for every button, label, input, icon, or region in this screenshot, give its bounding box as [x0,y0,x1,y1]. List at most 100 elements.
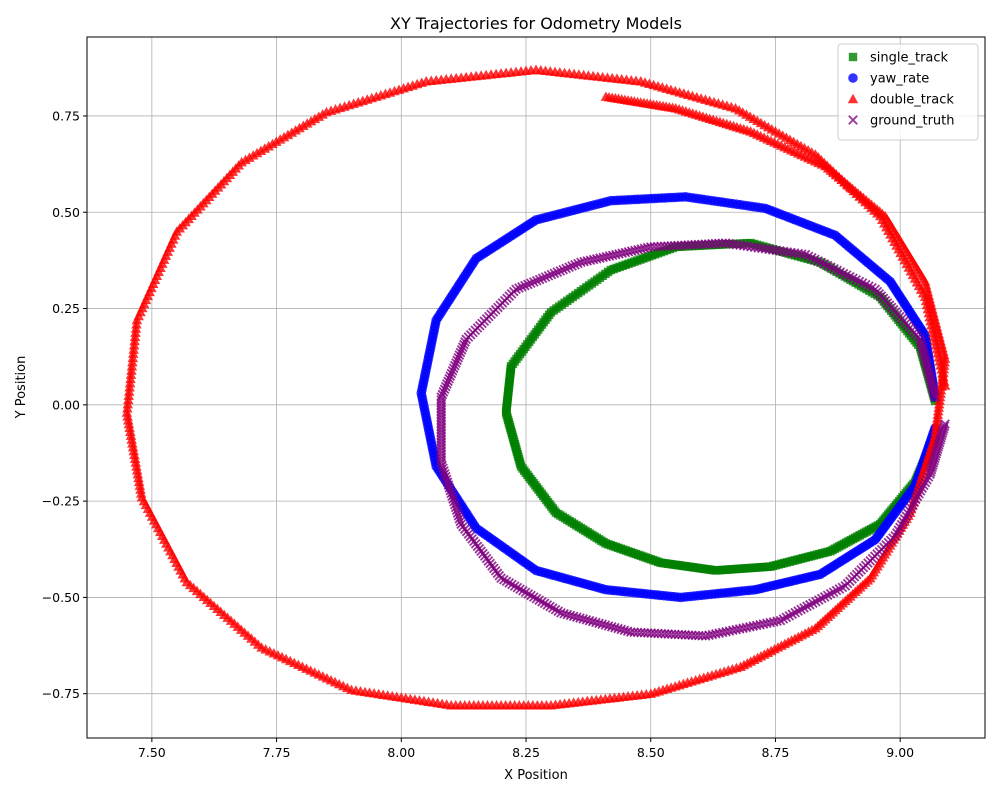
data-point [915,337,926,347]
data-point [460,337,470,347]
data-point [457,342,468,353]
legend: single_track yaw_rate double_track ground_t… [837,43,979,141]
data-point [449,499,460,510]
data-point [447,366,458,376]
data-point [444,373,454,384]
data-point [443,376,453,387]
data-point [940,419,950,429]
x-axis-label: X Position [504,768,568,783]
data-point [438,463,448,474]
data-point [579,256,589,267]
grid [87,37,985,738]
legend-marker [848,73,858,83]
data-point [528,277,539,287]
y-tick-label: −0.75 [42,686,80,701]
data-point [443,480,454,490]
data-point [453,352,464,363]
chart-title: XY Trajectories for Odometry Models [390,14,682,33]
data-point [546,269,557,280]
data-point [448,363,459,374]
data-point [570,259,580,270]
data-point [454,513,465,524]
data-point [445,371,456,381]
data-point [573,258,583,269]
data-point [936,364,947,374]
data-point [552,267,563,277]
x-axis: 7.50 7.75 8.00 8.25 8.50 8.75 9.00 [138,738,914,760]
data-point [935,360,946,370]
data-point [933,352,944,362]
data-point [924,311,935,322]
y-axis-label: Y Position [14,356,29,420]
data-point [927,323,938,334]
y-tick-label: −0.50 [42,590,80,605]
data-point [451,505,462,516]
data-point [439,384,450,395]
x-tick-label: 8.00 [387,745,415,760]
data-point [517,281,527,292]
legend-marker [847,93,859,104]
data-point [543,270,554,281]
series-ground_truth [436,238,950,641]
data-point [928,327,939,338]
data-point [937,368,948,378]
plot-area [121,64,951,710]
data-point [447,491,457,502]
data-point [567,261,577,271]
legend-label: double_track [870,93,954,108]
data-point [921,299,933,310]
data-point [452,355,462,366]
data-point [531,275,542,286]
data-point [442,379,452,389]
data-point [938,376,950,386]
data-point [440,468,450,479]
y-tick-label: 0.75 [52,108,80,123]
data-point [930,340,942,350]
data-point [537,273,548,284]
data-point [939,380,951,390]
data-point [540,272,551,282]
data-point [926,319,937,330]
data-point [919,291,931,302]
x-tick-label: 7.50 [138,745,166,760]
data-point [925,315,936,326]
data-point [455,347,466,358]
data-point [555,266,566,276]
data-point [445,485,456,496]
legend-marker [848,115,858,125]
y-axis: −0.75 −0.50 −0.25 0.00 0.25 0.50 0.75 [42,108,87,701]
data-point [558,264,569,275]
data-point [938,372,949,382]
data-point [922,303,934,314]
legend-label: single_track [870,51,949,66]
data-point [454,350,465,360]
data-point [441,474,452,485]
data-point [561,263,571,274]
data-point [438,387,449,397]
data-point [452,508,463,518]
x-tick-label: 7.75 [263,745,291,760]
y-tick-label: −0.25 [42,494,80,509]
x-tick-label: 8.50 [637,745,665,760]
x-tick-label: 8.75 [762,745,790,760]
data-point [440,471,451,482]
data-point [456,345,467,355]
legend-label: yaw_rate [870,72,929,87]
data-point [446,488,457,499]
y-tick-label: 0.25 [52,301,80,316]
legend-label: ground_truth [870,114,955,129]
data-point [439,466,449,476]
data-point [931,344,943,354]
data-point [436,457,447,468]
data-point [449,360,460,371]
data-point [514,283,524,293]
x-tick-label: 9.00 [886,745,914,760]
data-point [929,336,941,346]
data-point [525,278,536,288]
data-point [928,332,940,342]
data-point [461,334,471,345]
data-point [549,268,560,279]
data-point [923,307,935,318]
legend-marker [848,52,858,62]
